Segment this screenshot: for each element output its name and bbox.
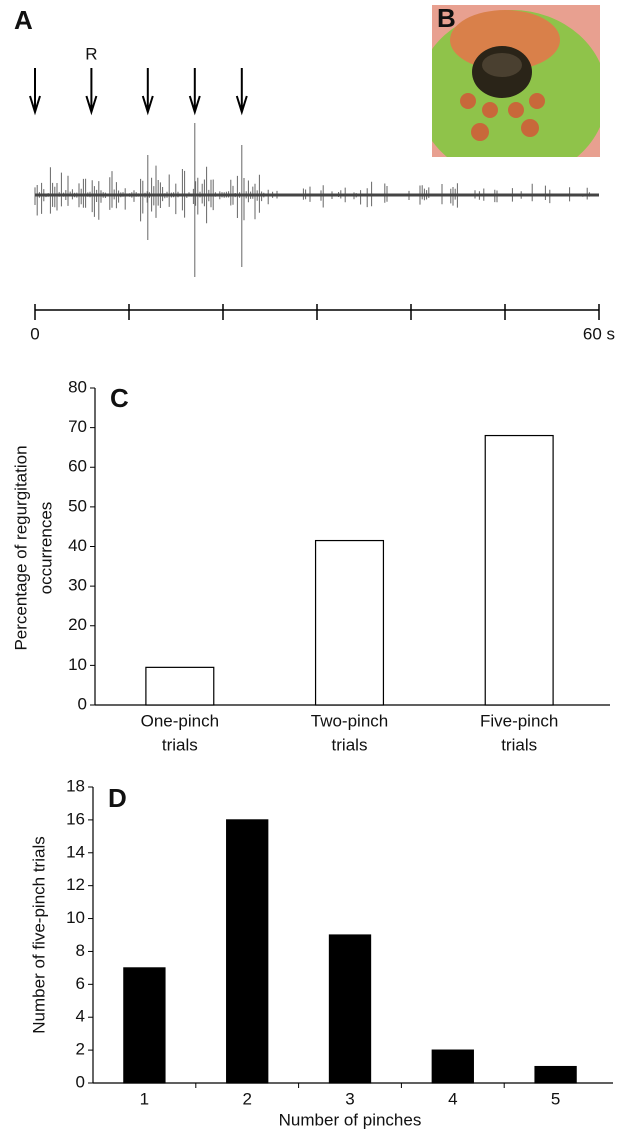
- x-tick-label: Five-pinch: [480, 711, 558, 730]
- y-tick-label: 0: [76, 1072, 85, 1091]
- y-tick-label: 20: [68, 615, 87, 634]
- bar: [123, 967, 166, 1084]
- y-tick-label: 14: [66, 842, 85, 861]
- y-tick-label: 10: [68, 655, 87, 674]
- x-tick-label: trials: [162, 735, 198, 754]
- y-axis-title: Number of five-pinch trials: [29, 836, 48, 1033]
- bar: [145, 666, 215, 706]
- y-tick-label: 4: [76, 1007, 85, 1026]
- y-tick-label: 80: [68, 377, 87, 396]
- bar: [328, 934, 372, 1084]
- y-axis-title: occurrences: [36, 502, 55, 595]
- panel-label: B: [437, 3, 456, 33]
- x-tick-label: 1: [140, 1089, 149, 1108]
- bar: [534, 1065, 577, 1084]
- y-tick-label: 50: [68, 496, 87, 515]
- y-tick-label: 70: [68, 417, 87, 436]
- y-tick-label: 16: [66, 809, 85, 828]
- y-tick-label: 30: [68, 576, 87, 595]
- y-tick-label: 12: [66, 875, 85, 894]
- bar: [226, 819, 269, 1084]
- stimulus-arrow: [85, 68, 98, 116]
- bar: [431, 1049, 474, 1084]
- x-tick-label: 2: [242, 1089, 251, 1108]
- panel-label: D: [108, 783, 127, 813]
- x-tick-label: 0: [30, 324, 39, 343]
- y-tick-label: 10: [66, 908, 85, 927]
- stimulus-arrow: [29, 68, 41, 116]
- x-axis-title: Number of pinches: [279, 1110, 422, 1129]
- x-tick-label: Two-pinch: [311, 711, 388, 730]
- annotation: R: [85, 44, 97, 63]
- stimulus-arrow: [141, 68, 154, 116]
- panel-label: A: [14, 5, 33, 35]
- photo: [432, 5, 600, 157]
- y-tick-label: 40: [68, 536, 87, 555]
- x-tick-label: 3: [345, 1089, 354, 1108]
- y-tick-label: 60: [68, 457, 87, 476]
- x-tick-label: 4: [448, 1089, 457, 1108]
- y-tick-label: 2: [76, 1040, 85, 1059]
- y-tick-label: 18: [66, 776, 85, 795]
- y-tick-label: 0: [78, 694, 87, 713]
- x-tick-label: 5: [551, 1089, 560, 1108]
- y-axis-title: Percentage of regurgitation: [11, 445, 30, 650]
- panel-label: C: [110, 383, 129, 413]
- x-tick-label: trials: [501, 735, 537, 754]
- bar: [484, 434, 554, 706]
- x-tick-label: 60 s: [583, 324, 615, 343]
- x-tick-label: trials: [332, 735, 368, 754]
- y-tick-label: 6: [76, 974, 85, 993]
- stimulus-arrow: [235, 68, 248, 116]
- x-tick-label: One-pinch: [141, 711, 219, 730]
- y-tick-label: 8: [76, 941, 85, 960]
- stimulus-arrow: [188, 68, 201, 116]
- bar: [314, 539, 385, 706]
